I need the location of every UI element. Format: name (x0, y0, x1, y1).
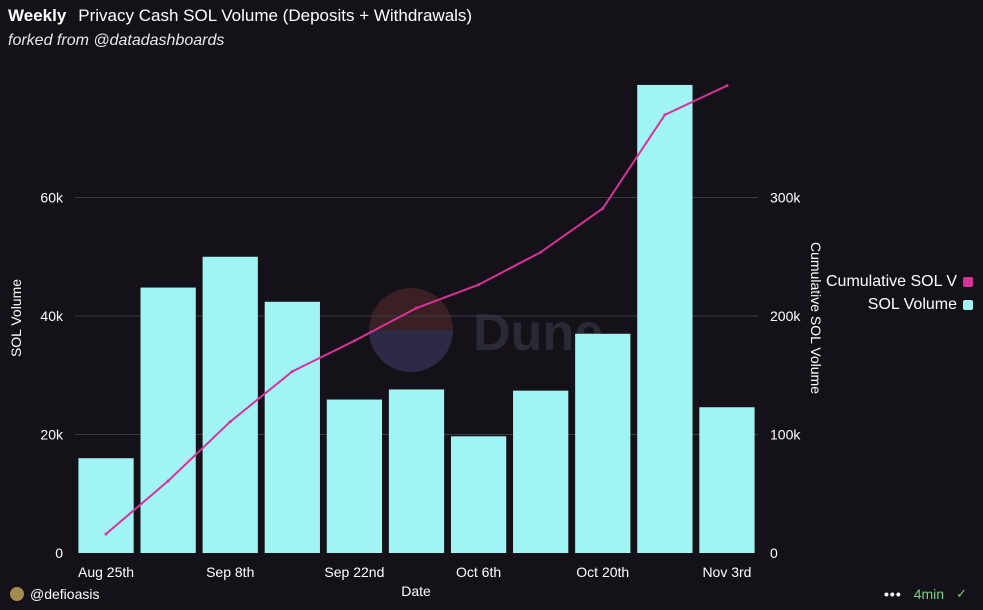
bar (264, 301, 320, 553)
line-point (477, 283, 481, 287)
y-tick-label: 20k (40, 427, 64, 443)
bar (202, 256, 258, 553)
refresh-time[interactable]: 4min (913, 586, 945, 602)
frequency-badge: Weekly (8, 6, 67, 25)
y2-axis-title: Cumulative SOL Volume (808, 242, 824, 394)
legend-swatch (963, 299, 973, 310)
chart-subtitle[interactable]: forked from @datadashboards (8, 32, 225, 49)
bar (513, 390, 569, 553)
header: Weekly Privacy Cash SOL Volume (Deposits … (8, 6, 472, 50)
x-axis-title: Date (401, 583, 431, 599)
check-circle-icon: ✓ (956, 586, 967, 601)
y2-tick-label: 0 (770, 545, 778, 561)
x-tick-label: Aug 25th (78, 564, 134, 580)
chart-title: Privacy Cash SOL Volume (Deposits + With… (78, 6, 473, 25)
y-tick-label: 0 (55, 545, 63, 561)
bar (326, 399, 383, 553)
line-point (166, 479, 170, 483)
legend: Cumulative SOL V SOL Volume (826, 270, 973, 316)
title-row: Weekly Privacy Cash SOL Volume (Deposits … (8, 6, 472, 26)
bar (388, 389, 445, 553)
line-point (104, 532, 108, 536)
legend-label: SOL Volume (867, 295, 957, 313)
author-link[interactable]: @defioasis (10, 586, 99, 602)
line-point (539, 250, 543, 254)
legend-swatch (963, 276, 973, 287)
x-tick-label: Oct 6th (456, 564, 501, 580)
line-point (415, 306, 418, 310)
x-tick-label: Sep 22nd (324, 564, 384, 580)
line-point (725, 84, 729, 88)
watermark-logo-half (369, 330, 453, 372)
x-tick-label: Sep 8th (206, 564, 254, 580)
y-tick-label: 40k (40, 308, 64, 324)
line-point (601, 206, 605, 210)
y-tick-label: 60k (40, 190, 64, 206)
line-point (663, 113, 667, 117)
bar (637, 84, 693, 554)
avatar (10, 587, 24, 601)
y2-tick-label: 300k (770, 190, 801, 206)
legend-item-sol-volume[interactable]: SOL Volume (826, 293, 973, 316)
y2-tick-label: 100k (770, 427, 801, 443)
bar (450, 436, 507, 553)
more-menu-icon[interactable]: ••• (884, 586, 902, 602)
line-point (290, 369, 294, 373)
x-tick-label: Nov 3rd (702, 564, 751, 580)
line-point (352, 339, 356, 343)
legend-label: Cumulative SOL V (825, 272, 957, 290)
bar (140, 287, 196, 553)
footer-actions: ••• 4min ✓ (884, 586, 967, 602)
bar (699, 407, 755, 553)
line-point (228, 420, 232, 424)
bar (575, 333, 631, 553)
x-tick-label: Oct 20th (576, 564, 629, 580)
y2-tick-label: 200k (770, 308, 801, 324)
bar (78, 458, 134, 553)
legend-item-cumulative[interactable]: Cumulative SOL V (826, 270, 973, 293)
y-axis-title: SOL Volume (8, 279, 24, 357)
author-name: @defioasis (30, 586, 100, 602)
